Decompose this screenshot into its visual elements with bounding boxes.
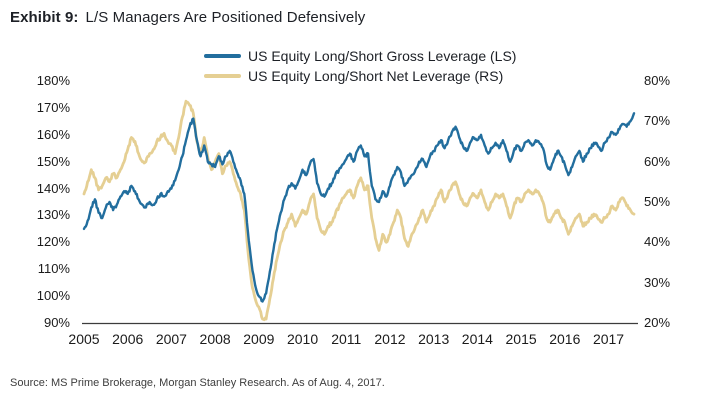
- y-tick-left: 160%: [36, 126, 70, 142]
- legend-row-gross: US Equity Long/Short Gross Leverage (LS): [204, 46, 516, 66]
- source-note: Source: MS Prime Brokerage, Morgan Stanl…: [10, 377, 385, 389]
- y-tick-left: 140%: [36, 180, 70, 196]
- y-tick-left: 170%: [36, 99, 70, 115]
- y-tick-left: 120%: [36, 234, 70, 250]
- y-tick-right: 70%: [644, 113, 671, 129]
- legend: US Equity Long/Short Gross Leverage (LS)…: [204, 46, 516, 86]
- x-tick-year: 2009: [243, 331, 275, 347]
- y-tick-left: 110%: [37, 261, 70, 277]
- y-tick-right: 20%: [644, 315, 671, 330]
- net-leverage-line: [82, 99, 636, 322]
- gross-leverage-line: [82, 112, 636, 303]
- x-tick-year: 2016: [549, 331, 581, 347]
- x-tick-year: 2014: [461, 331, 493, 347]
- legend-row-net: US Equity Long/Short Net Leverage (RS): [204, 66, 516, 86]
- x-tick-year: 2005: [68, 331, 100, 347]
- y-tick-right: 30%: [644, 274, 671, 290]
- net-legend-label: US Equity Long/Short Net Leverage (RS): [248, 68, 504, 84]
- y-tick-right: 80%: [644, 73, 671, 88]
- title-text: L/S Managers Are Positioned Defensively: [85, 9, 366, 26]
- y-tick-left: 130%: [36, 207, 70, 223]
- x-tick-year: 2007: [155, 331, 187, 347]
- net-legend-swatch: [204, 74, 241, 78]
- x-tick-year: 2008: [199, 331, 231, 347]
- gross-legend-swatch: [204, 54, 241, 58]
- x-tick-year: 2011: [331, 331, 362, 347]
- y-tick-right: 60%: [644, 153, 671, 169]
- x-tick-year: 2010: [286, 331, 319, 347]
- y-tick-right: 40%: [644, 234, 671, 250]
- x-tick-year: 2013: [418, 331, 450, 347]
- y-tick-left: 180%: [36, 73, 70, 88]
- y-tick-left: 150%: [36, 153, 70, 169]
- y-tick-right: 50%: [644, 194, 671, 209]
- x-tick-year: 2012: [374, 331, 406, 347]
- x-tick-year: 2015: [505, 331, 537, 347]
- exhibit-label: Exhibit 9:: [10, 9, 79, 26]
- y-tick-left: 100%: [36, 288, 70, 304]
- chart-title: Exhibit 9: L/S Managers Are Positioned De…: [10, 9, 365, 26]
- y-tick-left: 90%: [43, 315, 70, 330]
- x-tick-year: 2017: [592, 331, 625, 347]
- x-tick-year: 2006: [112, 331, 144, 347]
- gross-legend-label: US Equity Long/Short Gross Leverage (LS): [248, 48, 517, 64]
